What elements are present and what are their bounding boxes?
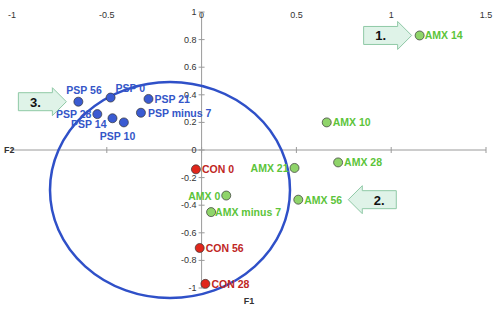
x-tick-label: -1 — [8, 10, 16, 20]
point — [294, 195, 303, 204]
point-label: PSP 28 — [56, 108, 92, 120]
y-tick-label: -0.2 — [181, 173, 197, 183]
point — [201, 279, 210, 288]
y-tick — [199, 232, 205, 233]
x-axis — [12, 150, 486, 151]
point-label: CON 0 — [202, 163, 234, 175]
x-tick — [486, 147, 487, 153]
point — [119, 118, 128, 127]
y-tick — [199, 260, 205, 261]
x-tick — [296, 147, 297, 153]
x-tick — [391, 147, 392, 153]
y-tick-label: 0 — [192, 145, 197, 155]
x-tick-label: 1.5 — [480, 10, 493, 20]
annotation-arrow — [364, 21, 412, 49]
point-label: AMX 28 — [344, 156, 382, 168]
point-label: AMX 21 — [251, 162, 289, 174]
point-label: PSP 56 — [66, 84, 102, 96]
point — [191, 165, 200, 174]
y-tick-label: 0.8 — [184, 35, 197, 45]
x-tick-label: 0 — [199, 10, 204, 20]
y-axis-title: F2 — [4, 145, 15, 155]
point-label: CON 28 — [211, 278, 249, 290]
y-tick — [199, 94, 205, 95]
point-label: PSP 21 — [155, 93, 191, 105]
y-tick — [199, 177, 205, 178]
point — [74, 97, 83, 106]
points — [74, 31, 424, 288]
point-label: CON 56 — [206, 242, 244, 254]
annotation-arrow — [348, 186, 396, 214]
y-tick — [199, 205, 205, 206]
point — [322, 118, 331, 127]
point-label: AMX 14 — [425, 29, 463, 41]
point-label: PSP 0 — [116, 82, 146, 94]
y-tick — [199, 39, 205, 40]
x-tick-label: 1 — [389, 10, 394, 20]
y-tick-label: 1 — [192, 7, 197, 17]
y-tick-label: -0.8 — [181, 255, 197, 265]
point-label: AMX 56 — [304, 194, 342, 206]
point-label: AMX 0 — [188, 190, 220, 202]
point — [106, 93, 115, 102]
y-tick — [199, 67, 205, 68]
y-tick-label: 0.6 — [184, 62, 197, 72]
chart: -1-0.500.511.5-1-0.8-0.6-0.4-0.200.20.40… — [0, 0, 500, 314]
point — [290, 163, 299, 172]
y-tick-label: -0.6 — [181, 228, 197, 238]
annotation-text: 1. — [375, 28, 386, 43]
annotation-arrow — [18, 88, 66, 116]
y-tick — [199, 12, 205, 13]
y-tick — [199, 122, 205, 123]
x-tick-label: 0.5 — [290, 10, 303, 20]
annotation-text: 3. — [30, 95, 41, 110]
annotation-text: 2. — [374, 193, 385, 208]
x-axis-title: F1 — [244, 296, 255, 306]
y-tick-label: -0.4 — [181, 200, 197, 210]
point — [334, 158, 343, 167]
x-tick — [106, 147, 107, 153]
y-tick-label: -1 — [189, 283, 197, 293]
point — [108, 114, 117, 123]
highlight-circle — [50, 82, 290, 298]
point-label: PSP minus 7 — [148, 107, 212, 119]
y-tick-label: 0.2 — [184, 117, 197, 127]
point — [222, 191, 231, 200]
point-label: AMX 10 — [333, 116, 371, 128]
point — [144, 94, 153, 103]
point — [195, 243, 204, 252]
point-label: PSP 10 — [100, 130, 136, 142]
point — [415, 31, 424, 40]
y-tick — [199, 150, 205, 151]
x-tick-label: -0.5 — [99, 10, 115, 20]
point-label: AMX minus 7 — [215, 206, 281, 218]
point — [136, 108, 145, 117]
